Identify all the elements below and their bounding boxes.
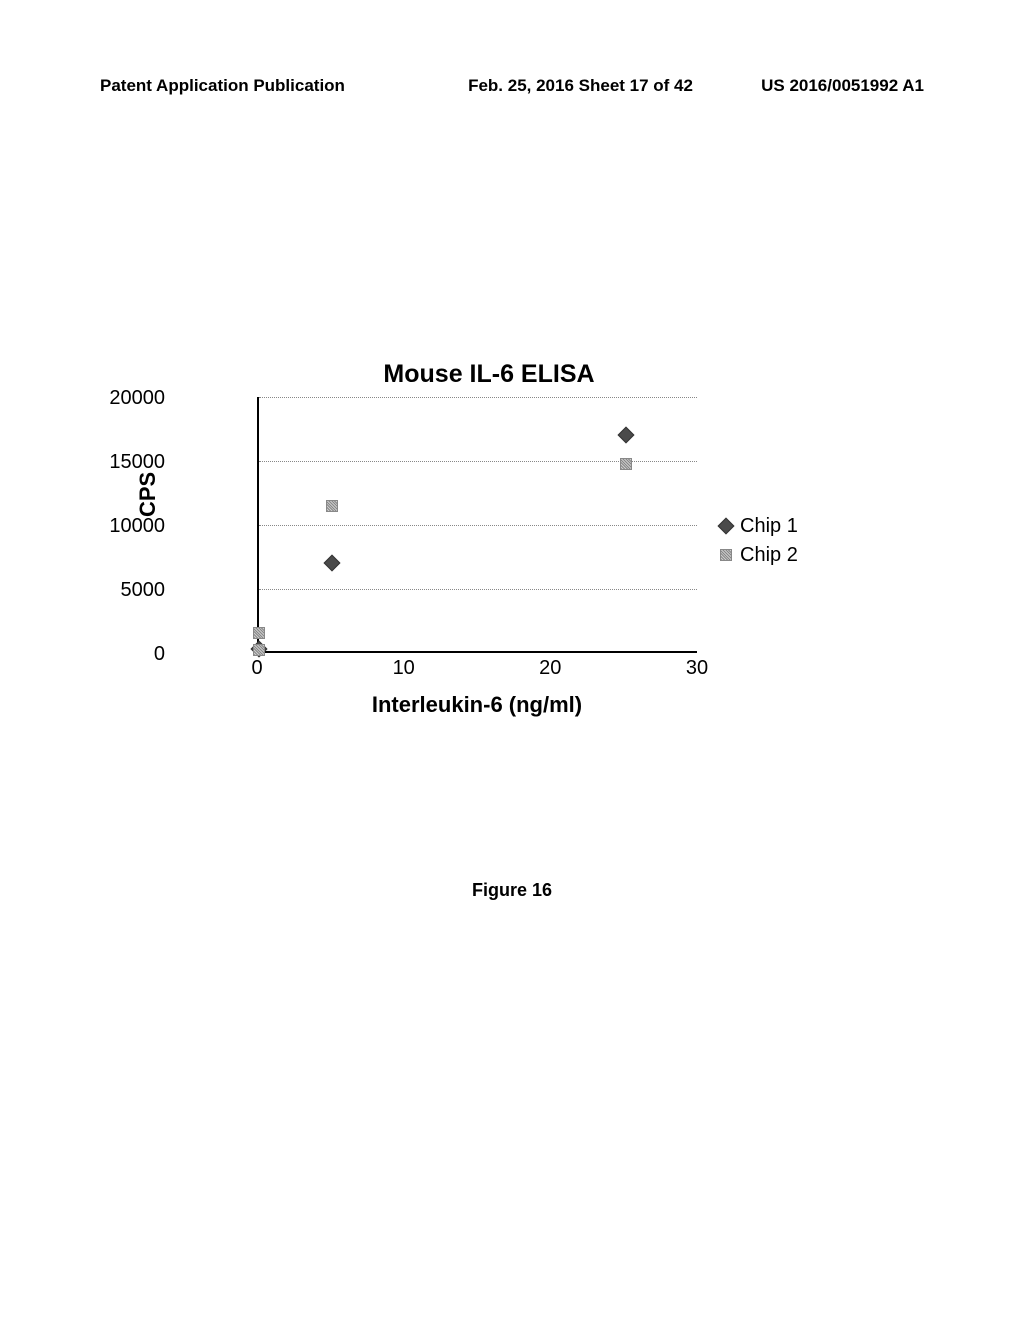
page-header: Patent Application Publication Feb. 25, … <box>0 76 1024 96</box>
xaxis-label: Interleukin-6 (ng/ml) <box>257 692 697 718</box>
diamond-icon <box>720 515 732 538</box>
plot-area <box>257 397 697 653</box>
legend-label-chip2: Chip 2 <box>740 544 798 567</box>
header-date-sheet: Feb. 25, 2016 Sheet 17 of 42 <box>468 76 693 96</box>
ytick-5000: 5000 <box>83 579 165 602</box>
scatter-chart: Mouse IL-6 ELISA CPS 20000 15000 10000 5… <box>145 360 905 740</box>
gridline <box>259 525 697 526</box>
ytick-0: 0 <box>83 643 165 666</box>
legend-item-chip1: Chip 1 <box>720 515 798 538</box>
data-point-chip1-1 <box>324 555 341 572</box>
data-point-chip2-1 <box>253 627 265 639</box>
data-point-chip2-2 <box>326 500 338 512</box>
xtick-20: 20 <box>539 657 561 680</box>
square-icon <box>720 544 732 567</box>
data-point-chip1-2 <box>617 427 634 444</box>
legend-item-chip2: Chip 2 <box>720 544 798 567</box>
xtick-10: 10 <box>393 657 415 680</box>
legend-label-chip1: Chip 1 <box>740 515 798 538</box>
ytick-10000: 10000 <box>83 515 165 538</box>
header-publication: Patent Application Publication <box>100 76 345 96</box>
chart-title: Mouse IL-6 ELISA <box>73 360 905 389</box>
ytick-15000: 15000 <box>83 451 165 474</box>
gridline <box>259 589 697 590</box>
data-point-chip2-3 <box>620 458 632 470</box>
header-patent-number: US 2016/0051992 A1 <box>761 76 924 96</box>
ytick-20000: 20000 <box>83 387 165 410</box>
yaxis-label: CPS <box>135 472 161 517</box>
chart-legend: Chip 1 Chip 2 <box>720 515 798 573</box>
figure-label: Figure 16 <box>0 880 1024 901</box>
gridline <box>259 397 697 398</box>
xtick-30: 30 <box>686 657 708 680</box>
data-point-chip2-0 <box>253 644 265 656</box>
xtick-0: 0 <box>251 657 262 680</box>
